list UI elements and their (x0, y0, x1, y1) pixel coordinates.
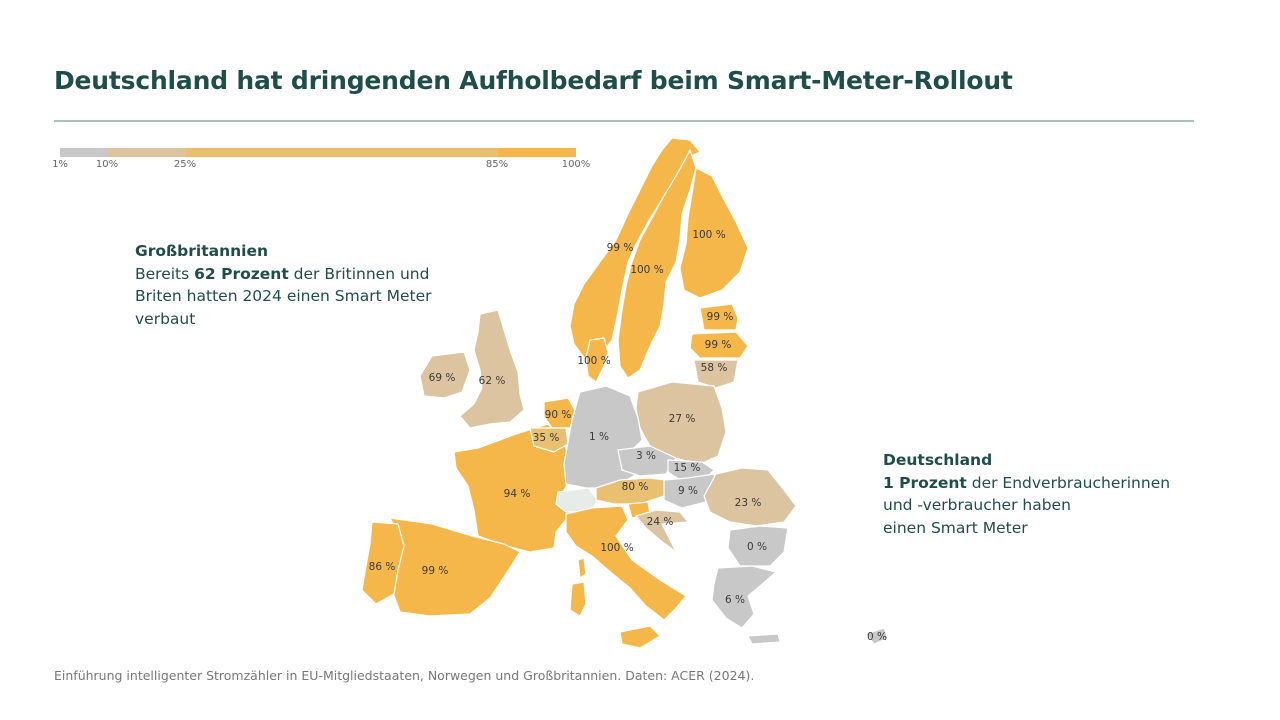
value-label-estonia: 99 % (707, 311, 734, 323)
country-sweden (617, 149, 697, 379)
country-greece-crete (747, 633, 781, 645)
legend-tick: 10% (95, 159, 119, 170)
value-label-cyprus: 0 % (867, 631, 887, 643)
legend-tick: 85% (485, 159, 509, 170)
callout-de-line1: 1 Prozent der Endverbraucherinnen (883, 472, 1170, 495)
color-legend (60, 148, 576, 157)
callout-de-line3: einen Smart Meter (883, 518, 1028, 537)
value-label-sweden: 100 % (630, 264, 663, 276)
source-footnote: Einführung intelligenter Stromzähler in … (54, 668, 755, 683)
callout-uk-line1-post: der Britinnen und (288, 264, 430, 283)
value-label-austria: 80 % (622, 481, 649, 493)
value-label-netherlands: 90 % (545, 409, 572, 421)
legend-segment-tan (107, 148, 185, 157)
legend-tick: 100% (561, 159, 591, 170)
value-label-czechia: 3 % (636, 450, 656, 462)
country-finland (679, 167, 749, 299)
value-label-latvia: 99 % (705, 339, 732, 351)
value-label-slovakia: 15 % (674, 462, 701, 474)
callout-de: Deutschland 1 Prozent der Endverbraucher… (883, 449, 1170, 539)
legend-segment-gray (60, 148, 107, 157)
value-label-great-britain: 62 % (479, 375, 506, 387)
value-label-norway: 99 % (607, 242, 634, 254)
country-portugal (361, 521, 405, 605)
legend-segment-light-orange (185, 148, 498, 157)
callout-uk: Großbritannien Bereits 62 Prozent der Br… (135, 240, 431, 330)
value-label-romania: 23 % (735, 497, 762, 509)
country-estonia (699, 303, 739, 331)
value-label-croatia: 24 % (647, 516, 674, 528)
country-croatia (635, 509, 689, 553)
country-italy-sardinia (569, 581, 587, 617)
callout-uk-line3: verbaut (135, 309, 196, 328)
callout-uk-line2: Briten hatten 2024 einen Smart Meter (135, 287, 432, 305)
value-label-poland: 27 % (669, 413, 696, 425)
country-belgium (529, 427, 569, 453)
value-label-greece: 6 % (725, 594, 745, 606)
page-title: Deutschland hat dringenden Aufholbedarf … (54, 66, 1013, 95)
country-poland (635, 381, 727, 465)
value-label-germany: 1 % (589, 431, 609, 443)
country-great-britain (459, 309, 525, 429)
country-italy-sicily (619, 625, 661, 649)
value-label-hungary: 9 % (678, 485, 698, 497)
legend-segment-orange (498, 148, 576, 157)
legend-tick: 25% (173, 159, 197, 170)
country-france-corsica (577, 557, 587, 579)
callout-de-highlight: 1 Prozent (883, 473, 967, 492)
callout-uk-heading: Großbritannien (135, 242, 269, 260)
country-cyprus (865, 627, 889, 645)
callout-uk-line1: Bereits 62 Prozent der Britinnen und (135, 263, 431, 286)
value-label-finland: 100 % (692, 229, 725, 241)
value-label-ireland: 69 % (429, 372, 456, 384)
country-italy (565, 505, 687, 621)
callout-de-line2: und -verbraucher haben (883, 496, 1071, 514)
country-denmark (585, 337, 609, 383)
value-label-spain: 99 % (422, 565, 449, 577)
country-romania (703, 467, 797, 527)
callout-uk-line1-pre: Bereits (135, 264, 195, 283)
title-divider (54, 120, 1194, 122)
country-greece (711, 565, 777, 629)
value-label-france: 94 % (504, 488, 531, 500)
callout-de-heading: Deutschland (883, 451, 993, 469)
value-label-belgium: 35 % (533, 432, 560, 444)
country-latvia (689, 331, 749, 359)
callout-de-line1-post: der Endverbraucherinnen (966, 473, 1171, 492)
value-label-bulgaria: 0 % (747, 541, 767, 553)
country-ireland (419, 351, 471, 399)
country-bulgaria (727, 525, 789, 567)
legend-tick: 1% (52, 159, 68, 170)
callout-uk-highlight: 62 Prozent (194, 264, 289, 283)
value-label-lithuania: 58 % (701, 362, 728, 374)
country-lithuania (693, 359, 739, 389)
value-label-portugal: 86 % (369, 561, 396, 573)
country-czechia (617, 445, 677, 477)
value-label-denmark: 100 % (577, 355, 610, 367)
value-label-italy: 100 % (600, 542, 633, 554)
